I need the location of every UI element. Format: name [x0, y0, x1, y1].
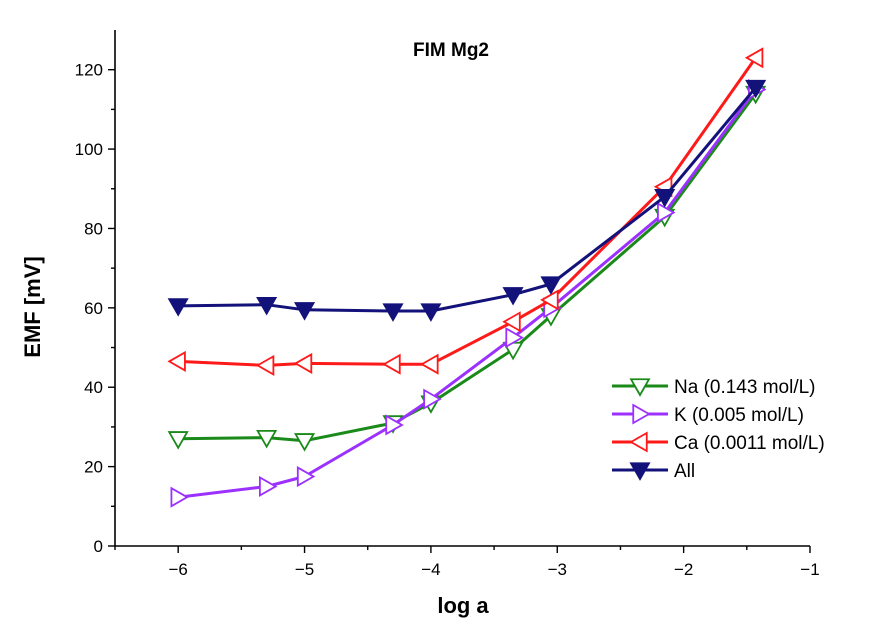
legend: Na (0.143 mol/L) K (0.005 mol/L) Ca (0.001… [612, 377, 825, 482]
legend-item: K (0.005 mol/L) [612, 403, 804, 426]
data-point [167, 431, 189, 450]
legend-label: Na (0.143 mol/L) [674, 377, 816, 398]
data-point [505, 327, 524, 349]
series-line [178, 92, 757, 443]
y-tick-label: 120 [75, 61, 103, 80]
data-point [293, 433, 316, 452]
data-point [382, 303, 404, 322]
data-point [170, 486, 189, 508]
data-point [744, 47, 764, 69]
data-point [293, 302, 316, 321]
legend-label: Ca (0.0011 mol/L) [674, 433, 825, 454]
legend-marker [629, 378, 651, 397]
data-point [502, 311, 521, 333]
y-tick-label: 20 [84, 458, 103, 477]
x-axis-title: log a [437, 593, 489, 618]
legend-label: K (0.005 mol/L) [674, 405, 804, 426]
x-tick-label: −2 [674, 560, 693, 579]
x-tick-label: −5 [295, 560, 314, 579]
data-point [420, 303, 442, 322]
data-point [420, 353, 439, 375]
data-point [657, 202, 676, 224]
y-tick-label: 80 [84, 219, 103, 238]
y-tick-label: 0 [94, 537, 103, 556]
data-point [423, 388, 442, 410]
series-3 [167, 79, 767, 322]
data-point [256, 297, 278, 316]
x-tick-label: −6 [168, 560, 187, 579]
x-tick-label: −4 [421, 560, 440, 579]
data-point [258, 475, 278, 498]
legend-marker [632, 403, 651, 425]
series-1 [170, 78, 767, 508]
data-point [293, 352, 313, 374]
y-tick-label: 100 [75, 140, 103, 159]
y-axis-title: EMF [mV] [20, 256, 45, 357]
data-point [255, 354, 275, 376]
legend-item: Ca (0.0011 mol/L) [612, 431, 825, 454]
data-point [256, 429, 278, 449]
x-tick-label: −3 [548, 560, 567, 579]
data-point [385, 414, 404, 436]
x-tick-label: −1 [800, 560, 819, 579]
legend-marker [629, 462, 651, 481]
data-point [654, 189, 676, 208]
data-point [167, 350, 186, 372]
y-tick-label: 60 [84, 299, 103, 318]
data-point [167, 298, 189, 317]
legend-marker [629, 431, 648, 453]
data-point [382, 353, 401, 375]
legend-item: All [612, 461, 695, 482]
chart-title: FIM Mg2 [413, 40, 489, 61]
data-point [540, 276, 562, 295]
plot-area: −6 −5 −4 −3 −2 −1 0 20 40 60 80 100 120 [75, 30, 820, 579]
legend-item: Na (0.143 mol/L) [612, 377, 816, 398]
data-point [502, 287, 524, 306]
data-point [296, 465, 316, 488]
legend-label: All [674, 461, 695, 482]
data-point [745, 79, 767, 99]
y-tick-label: 40 [84, 378, 103, 397]
data-point [540, 289, 559, 311]
